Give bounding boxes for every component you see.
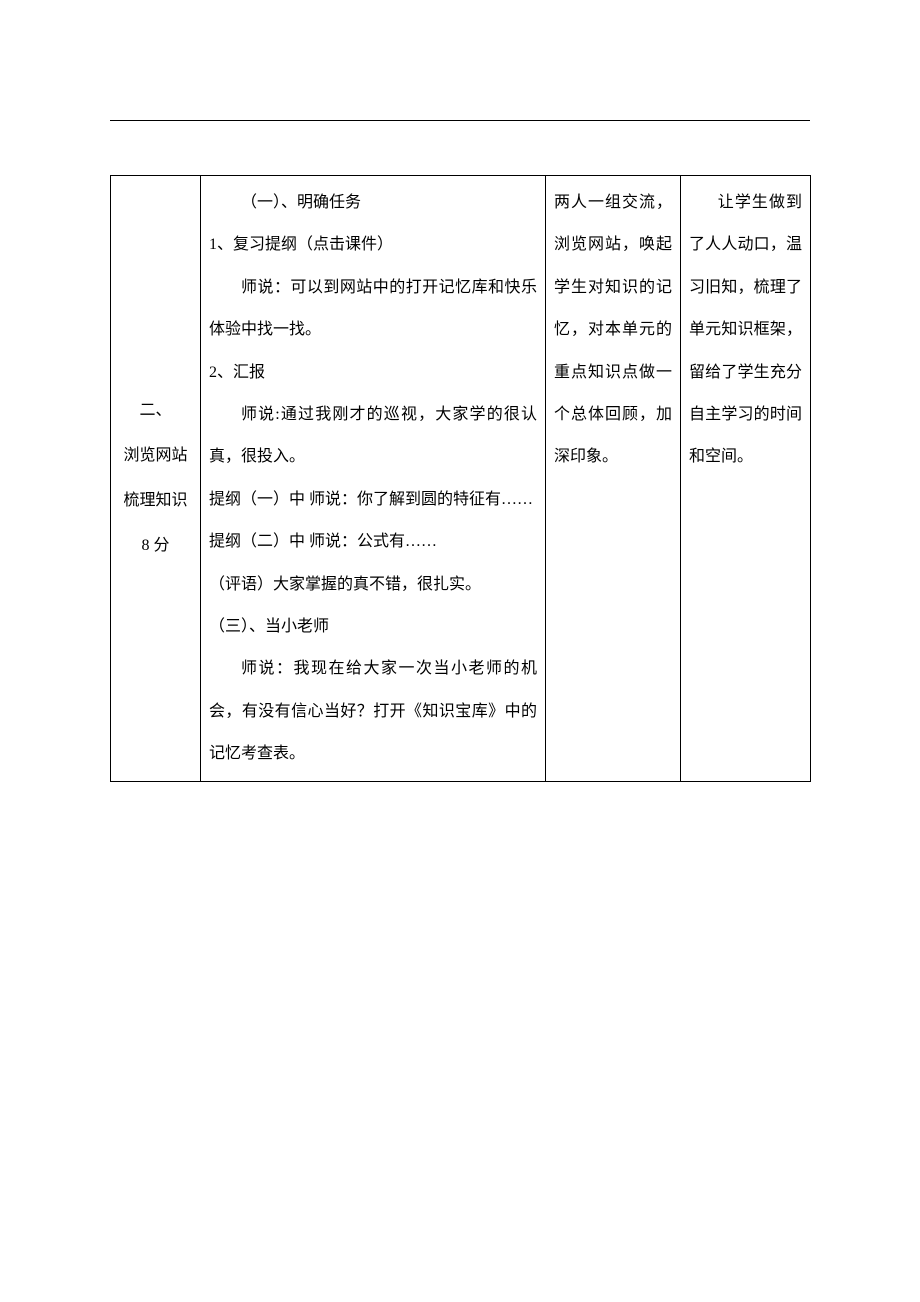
ta-para-3: 师说：可以到网站中的打开记忆库和快乐体验中找一找。 [209, 267, 537, 352]
ta-para-6: 提纲（一）中 师说：你了解到圆的特征有…… [209, 479, 537, 521]
stage-line-1: 二、 [113, 389, 198, 434]
stage-line-3: 梳理知识 [113, 479, 198, 524]
stage-content: 二、 浏览网站 梳理知识 8 分 [111, 383, 200, 574]
table-row: 二、 浏览网站 梳理知识 8 分 （一）、明确任务 1、复习提纲（点击课件） 师… [111, 176, 811, 782]
cell-intent: 让学生做到了人人动口，温习旧知，梳理了单元知识框架，留给了学生充分自主学习的时间… [681, 176, 811, 782]
ta-para-4: 2、汇报 [209, 352, 537, 394]
intent-content: 让学生做到了人人动口，温习旧知，梳理了单元知识框架，留给了学生充分自主学习的时间… [681, 176, 810, 485]
intent-text: 让学生做到了人人动口，温习旧知，梳理了单元知识框架，留给了学生充分自主学习的时间… [689, 182, 802, 479]
ta-para-1: （一）、明确任务 [209, 182, 537, 224]
cell-student-activity: 两人一组交流，浏览网站，唤起学生对知识的记忆，对本单元的重点知识点做一个总体回顾… [546, 176, 681, 782]
cell-stage: 二、 浏览网站 梳理知识 8 分 [111, 176, 201, 782]
student-activity-text: 两人一组交流，浏览网站，唤起学生对知识的记忆，对本单元的重点知识点做一个总体回顾… [554, 182, 672, 479]
ta-para-5: 师说:通过我刚才的巡视，大家学的很认真，很投入。 [209, 394, 537, 479]
ta-para-10: 师说：我现在给大家一次当小老师的机会，有没有信心当好？打开《知识宝库》中的记忆考… [209, 648, 537, 775]
cell-teacher-activity: （一）、明确任务 1、复习提纲（点击课件） 师说：可以到网站中的打开记忆库和快乐… [201, 176, 546, 782]
stage-line-4: 8 分 [113, 524, 198, 569]
header-rule [110, 120, 810, 121]
ta-para-9: （三）、当小老师 [209, 606, 537, 648]
stage-line-2: 浏览网站 [113, 434, 198, 479]
ta-para-8: （评语）大家掌握的真不错，很扎实。 [209, 564, 537, 606]
page: 二、 浏览网站 梳理知识 8 分 （一）、明确任务 1、复习提纲（点击课件） 师… [0, 60, 920, 782]
lesson-plan-table: 二、 浏览网站 梳理知识 8 分 （一）、明确任务 1、复习提纲（点击课件） 师… [110, 175, 811, 782]
ta-para-7: 提纲（二）中 师说：公式有…… [209, 521, 537, 563]
ta-para-2: 1、复习提纲（点击课件） [209, 224, 537, 266]
teacher-activity-content: （一）、明确任务 1、复习提纲（点击课件） 师说：可以到网站中的打开记忆库和快乐… [201, 176, 545, 781]
student-activity-content: 两人一组交流，浏览网站，唤起学生对知识的记忆，对本单元的重点知识点做一个总体回顾… [546, 176, 680, 485]
